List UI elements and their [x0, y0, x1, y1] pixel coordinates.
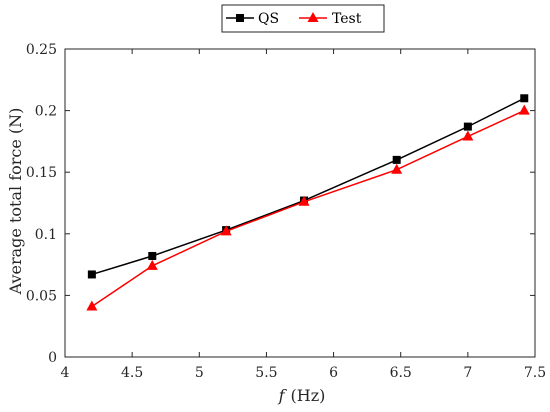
legend: QS Test: [221, 4, 385, 33]
data-point-test: [518, 104, 530, 115]
y-tick-label: 0.25: [26, 42, 57, 58]
y-tick-label: 0.15: [26, 165, 57, 181]
x-axis-label-var: f: [278, 386, 288, 405]
x-tick-label: 4.5: [121, 365, 143, 381]
x-tick-label: 7: [463, 365, 472, 381]
series-test: [86, 104, 530, 311]
legend-marker-test: [307, 12, 319, 22]
data-point-qs: [392, 155, 401, 164]
data-point-qs: [148, 251, 157, 260]
axes: 4 4.5 5 5.5 6 6.5 7 7.5 0 0.05 0.1 0.15 0.2 0.25: [26, 42, 546, 381]
x-tick-label: 7.5: [524, 365, 546, 381]
series-line-qs: [91, 97, 525, 276]
x-tick-label: 5.5: [255, 365, 277, 381]
legend-marker-qs: [236, 14, 244, 22]
y-axis-label: Average total force (N): [6, 108, 25, 296]
y-tick-label: 0.2: [35, 104, 57, 120]
data-point-qs: [520, 94, 529, 103]
x-tick-label: 6: [329, 365, 338, 381]
x-tick-label: 6.5: [390, 365, 412, 381]
data-point-test: [298, 195, 310, 206]
data-point-test: [86, 300, 98, 311]
y-tick-label: 0.05: [26, 288, 57, 304]
series-line-test: [91, 109, 525, 308]
data-point-test: [391, 163, 403, 174]
data-point-qs: [87, 270, 96, 279]
y-tick-label: 0: [48, 350, 57, 366]
data-point-test: [462, 130, 474, 141]
data-point-test: [220, 225, 232, 236]
x-axis-label-unit: (Hz): [291, 386, 326, 405]
data-point-qs: [463, 122, 472, 131]
plot-series: [86, 94, 530, 311]
series-qs: [87, 94, 529, 279]
x-tick-label: 4: [61, 365, 70, 381]
y-tick-label: 0.1: [35, 227, 57, 243]
x-axis-label: f (Hz): [278, 386, 326, 405]
data-point-test: [146, 259, 158, 270]
x-tick-label: 5: [195, 365, 204, 381]
legend-label-test: Test: [332, 11, 362, 27]
plot-frame: [64, 48, 536, 358]
legend-label-qs: QS: [258, 11, 279, 27]
